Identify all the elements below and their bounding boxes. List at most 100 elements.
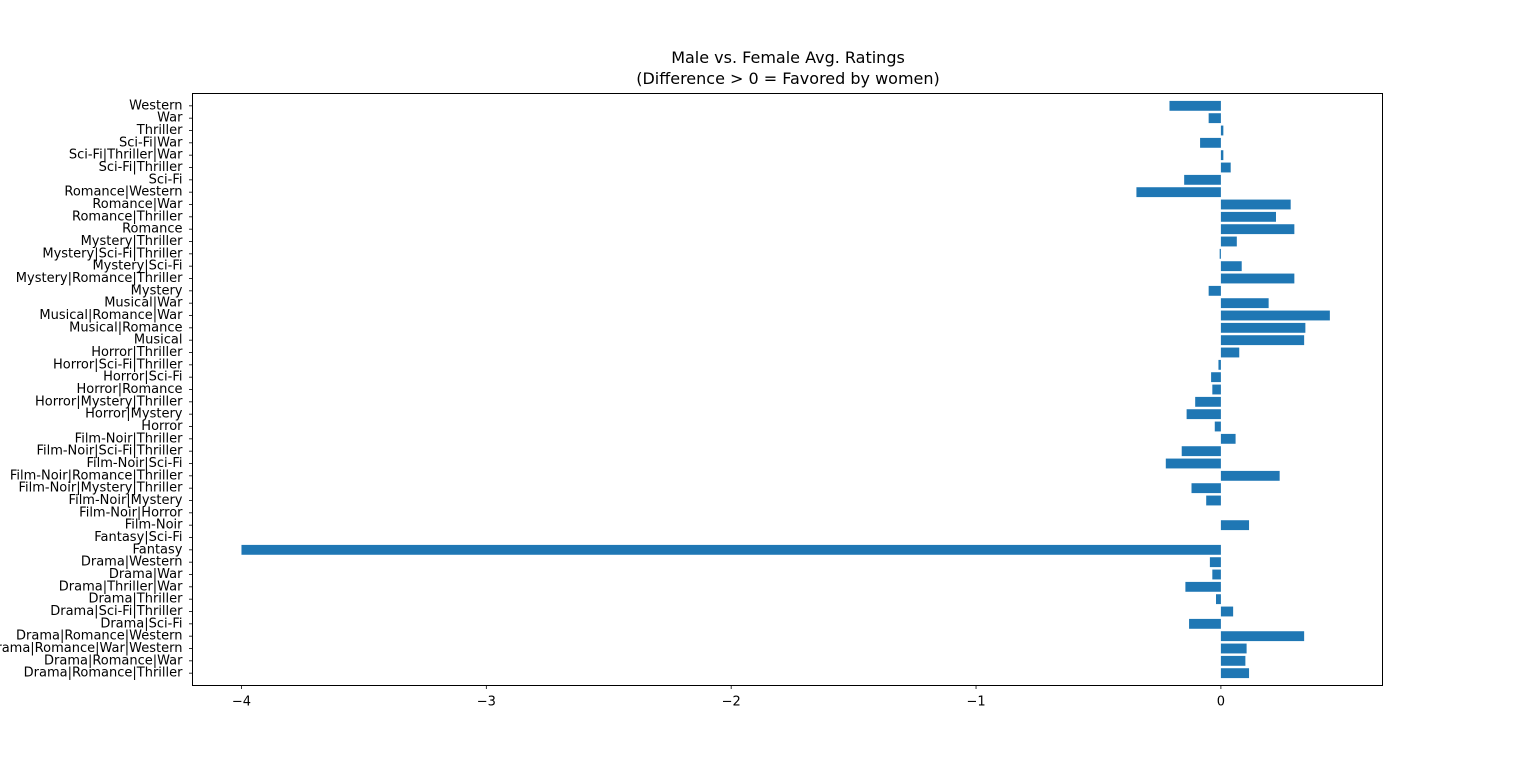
y-axis: Drama|Romance|ThrillerDrama|Romance|WarD… [0,98,193,681]
bar-1 [1220,655,1246,666]
y-tick-label-34: Mystery|Sci-Fi|Thriller [42,246,183,261]
y-tick-label-11: Fantasy|Sci-Fi [94,530,182,545]
y-tick-label-1: Drama|Romance|War [44,653,183,668]
bar-12 [1220,520,1250,531]
bar-6 [1215,594,1221,605]
y-tick-label-0: Drama|Romance|Thriller [24,666,183,681]
y-tick-label-43: Sci-Fi|War [119,135,183,150]
bar-26 [1220,347,1240,358]
bar-35 [1220,236,1237,247]
y-tick-label-16: Film-Noir|Romance|Thriller [10,468,183,483]
x-tick-label-2: −2 [722,695,741,710]
y-tick-label-13: Film-Noir|Horror [79,505,183,520]
y-tick-label-14: Film-Noir|Mystery [69,493,183,508]
x-tick-label-3: −1 [966,695,985,710]
y-tick-label-35: Mystery|Thriller [81,234,184,249]
bar-23 [1212,384,1221,395]
x-tick-label-0: −4 [232,695,251,710]
y-tick-label-9: Drama|Western [81,555,183,570]
bar-17 [1165,458,1221,469]
y-tick-label-38: Romance|War [92,197,183,212]
bar-18 [1181,446,1221,457]
bar-15 [1191,483,1221,494]
bar-37 [1220,211,1276,222]
y-tick-label-26: Horror|Thriller [91,345,183,360]
y-tick-label-30: Musical|War [104,296,183,311]
bar-39 [1136,187,1221,198]
bar-38 [1220,199,1291,210]
bar-5 [1220,606,1234,617]
y-tick-label-46: Western [129,98,182,113]
bar-27 [1220,335,1305,346]
bar-40 [1184,174,1221,185]
y-tick-label-8: Drama|War [109,567,183,582]
y-tick-label-23: Horror|Romance [77,382,183,397]
y-tick-label-28: Musical|Romance [69,320,182,335]
bar-19 [1220,433,1236,444]
chart-title-line-2: (Difference > 0 = Favored by women) [636,69,940,88]
bar-22 [1195,396,1221,407]
x-tick-label-4: 0 [1217,695,1225,710]
bar-36 [1220,224,1295,235]
bar-30 [1220,298,1269,309]
chart-title-line-1: Male vs. Female Avg. Ratings [671,48,905,67]
y-tick-label-4: Drama|Sci-Fi [100,616,182,631]
y-tick-label-41: Sci-Fi|Thriller [99,160,184,175]
bar-4 [1189,618,1221,629]
y-tick-label-7: Drama|Thriller|War [59,579,183,594]
y-tick-label-22: Horror|Mystery|Thriller [35,394,183,409]
y-tick-label-12: Film-Noir [125,518,183,533]
y-tick-label-21: Horror|Mystery [85,407,183,422]
y-tick-label-5: Drama|Sci-Fi|Thriller [50,604,183,619]
bar-43 [1200,137,1221,148]
bar-32 [1220,273,1295,284]
y-tick-label-29: Musical|Romance|War [39,308,183,323]
y-tick-label-31: Mystery [131,283,183,298]
y-tick-label-6: Drama|Thriller [88,592,183,607]
x-axis: −4 −3 −2 −1 0 [232,685,1225,710]
y-tick-label-2: Drama|Romance|War|Western [0,641,183,656]
bar-7 [1185,581,1221,592]
x-tick-label-1: −3 [477,695,496,710]
y-tick-label-32: Mystery|Romance|Thriller [16,271,183,286]
y-tick-label-40: Sci-Fi [149,172,183,187]
bar-33 [1220,261,1242,272]
bar-29 [1220,310,1330,321]
y-tick-label-24: Horror|Sci-Fi [103,370,182,385]
y-tick-label-10: Fantasy [132,542,182,557]
bar-10 [241,544,1221,555]
bar-16 [1220,470,1280,481]
bar-9 [1209,557,1221,568]
y-tick-label-15: Film-Noir|Mystery|Thriller [18,481,183,496]
bar-24 [1211,372,1221,383]
y-tick-label-33: Mystery|Sci-Fi [92,259,182,274]
y-tick-label-39: Romance|Western [64,185,182,200]
bar-41 [1220,162,1231,173]
bar-20 [1214,421,1221,432]
bar-34 [1219,248,1221,259]
bar-46 [1169,100,1221,111]
bar-3 [1220,631,1305,642]
bar-2 [1220,643,1247,654]
y-tick-label-42: Sci-Fi|Thriller|War [69,148,183,163]
y-tick-label-3: Drama|Romance|Western [16,629,182,644]
y-tick-label-27: Musical [134,333,183,348]
y-tick-label-17: Film-Noir|Sci-Fi [87,456,183,471]
y-tick-label-44: Thriller [136,123,183,138]
bar-25 [1218,359,1221,370]
y-tick-label-45: War [157,111,183,126]
y-tick-label-20: Horror [141,419,183,434]
bar-8 [1212,569,1221,580]
bar-45 [1208,113,1221,124]
bar-28 [1220,322,1306,333]
bar-42 [1220,150,1224,161]
plot-frame [192,93,1383,686]
bar-31 [1208,285,1221,296]
bar-14 [1206,495,1221,506]
bar-44 [1220,125,1224,136]
bar-21 [1186,409,1221,420]
y-tick-label-18: Film-Noir|Sci-Fi|Thriller [36,444,183,459]
y-tick-label-36: Romance [122,222,182,237]
